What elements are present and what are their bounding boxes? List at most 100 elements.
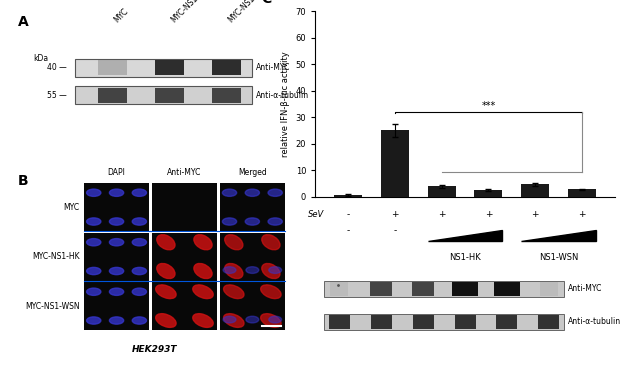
Ellipse shape xyxy=(132,288,147,295)
Ellipse shape xyxy=(86,189,101,196)
Bar xyxy=(474,190,502,197)
Text: MYC-NS1-WSN: MYC-NS1-WSN xyxy=(227,0,271,24)
Ellipse shape xyxy=(193,314,213,327)
Text: Anti-MYC: Anti-MYC xyxy=(568,284,603,293)
Bar xyxy=(75,86,252,104)
Bar xyxy=(521,184,549,197)
Ellipse shape xyxy=(109,268,124,275)
Text: Anti-MYC: Anti-MYC xyxy=(256,63,291,72)
Ellipse shape xyxy=(132,189,147,196)
Ellipse shape xyxy=(132,317,147,324)
Text: +: + xyxy=(438,210,445,219)
Bar xyxy=(540,282,558,296)
Ellipse shape xyxy=(245,189,260,196)
Bar xyxy=(212,88,241,103)
Ellipse shape xyxy=(86,317,101,324)
Bar xyxy=(75,59,252,77)
Ellipse shape xyxy=(194,264,212,279)
Bar xyxy=(220,282,285,330)
Ellipse shape xyxy=(262,264,280,279)
Bar xyxy=(220,183,285,231)
Polygon shape xyxy=(428,230,502,241)
Text: Anti-MYC: Anti-MYC xyxy=(167,168,202,177)
Ellipse shape xyxy=(86,218,101,225)
Bar xyxy=(370,282,392,296)
Text: +: + xyxy=(578,210,586,219)
Text: HEK293T: HEK293T xyxy=(132,345,178,354)
Bar xyxy=(152,183,217,231)
Bar xyxy=(334,195,362,197)
Text: 40 —: 40 — xyxy=(47,63,66,72)
Text: DAPI: DAPI xyxy=(107,168,125,177)
Ellipse shape xyxy=(261,314,281,327)
Bar xyxy=(329,315,350,329)
Text: Merged: Merged xyxy=(238,168,266,177)
Ellipse shape xyxy=(222,218,237,225)
Ellipse shape xyxy=(86,268,101,275)
Bar xyxy=(494,282,520,296)
Ellipse shape xyxy=(109,317,124,324)
Ellipse shape xyxy=(224,314,244,327)
Bar xyxy=(220,233,285,281)
Bar xyxy=(84,233,150,281)
Text: ***: *** xyxy=(481,101,496,110)
Bar xyxy=(155,88,184,103)
Ellipse shape xyxy=(109,239,124,246)
Ellipse shape xyxy=(86,288,101,295)
Ellipse shape xyxy=(156,235,175,250)
Ellipse shape xyxy=(246,316,259,323)
Text: MYC-NS1-HK: MYC-NS1-HK xyxy=(170,0,209,24)
Bar xyxy=(155,60,184,76)
Ellipse shape xyxy=(225,264,243,279)
Ellipse shape xyxy=(223,316,236,323)
Ellipse shape xyxy=(262,235,280,250)
Bar xyxy=(381,131,409,197)
Bar xyxy=(324,313,564,330)
Ellipse shape xyxy=(246,267,259,273)
Bar xyxy=(496,315,517,329)
Text: MYC-NS1-WSN: MYC-NS1-WSN xyxy=(25,302,79,310)
Ellipse shape xyxy=(132,268,147,275)
Text: kDa: kDa xyxy=(34,54,48,63)
Bar xyxy=(428,186,456,197)
Ellipse shape xyxy=(269,267,281,273)
Ellipse shape xyxy=(156,264,175,279)
Ellipse shape xyxy=(193,285,213,299)
Ellipse shape xyxy=(268,189,283,196)
Ellipse shape xyxy=(109,189,124,196)
Ellipse shape xyxy=(222,189,237,196)
Text: NS1-WSN: NS1-WSN xyxy=(539,252,578,262)
Bar xyxy=(330,282,348,296)
Text: C: C xyxy=(261,0,271,7)
Text: MYC: MYC xyxy=(112,7,130,24)
Ellipse shape xyxy=(224,285,244,299)
Ellipse shape xyxy=(132,239,147,246)
Bar xyxy=(412,282,434,296)
Text: +: + xyxy=(484,210,492,219)
Bar xyxy=(452,282,478,296)
Text: NS1-HK: NS1-HK xyxy=(449,252,481,262)
Text: Anti-α-tubulin: Anti-α-tubulin xyxy=(256,91,309,100)
Ellipse shape xyxy=(223,267,236,273)
Bar xyxy=(98,88,127,103)
Bar xyxy=(152,233,217,281)
Ellipse shape xyxy=(156,285,176,299)
Ellipse shape xyxy=(132,218,147,225)
Text: +: + xyxy=(532,210,539,219)
Text: -: - xyxy=(347,210,350,219)
Bar xyxy=(371,315,392,329)
Ellipse shape xyxy=(109,288,124,295)
Bar xyxy=(84,282,150,330)
Bar xyxy=(98,60,127,76)
Bar xyxy=(324,281,564,297)
Ellipse shape xyxy=(156,314,176,327)
Ellipse shape xyxy=(225,235,243,250)
Bar xyxy=(455,315,476,329)
Bar xyxy=(84,183,150,231)
Bar xyxy=(568,189,596,197)
Ellipse shape xyxy=(194,235,212,250)
Text: B: B xyxy=(18,174,29,188)
Text: SeV: SeV xyxy=(309,210,325,219)
Text: -: - xyxy=(393,226,396,236)
Ellipse shape xyxy=(86,239,101,246)
